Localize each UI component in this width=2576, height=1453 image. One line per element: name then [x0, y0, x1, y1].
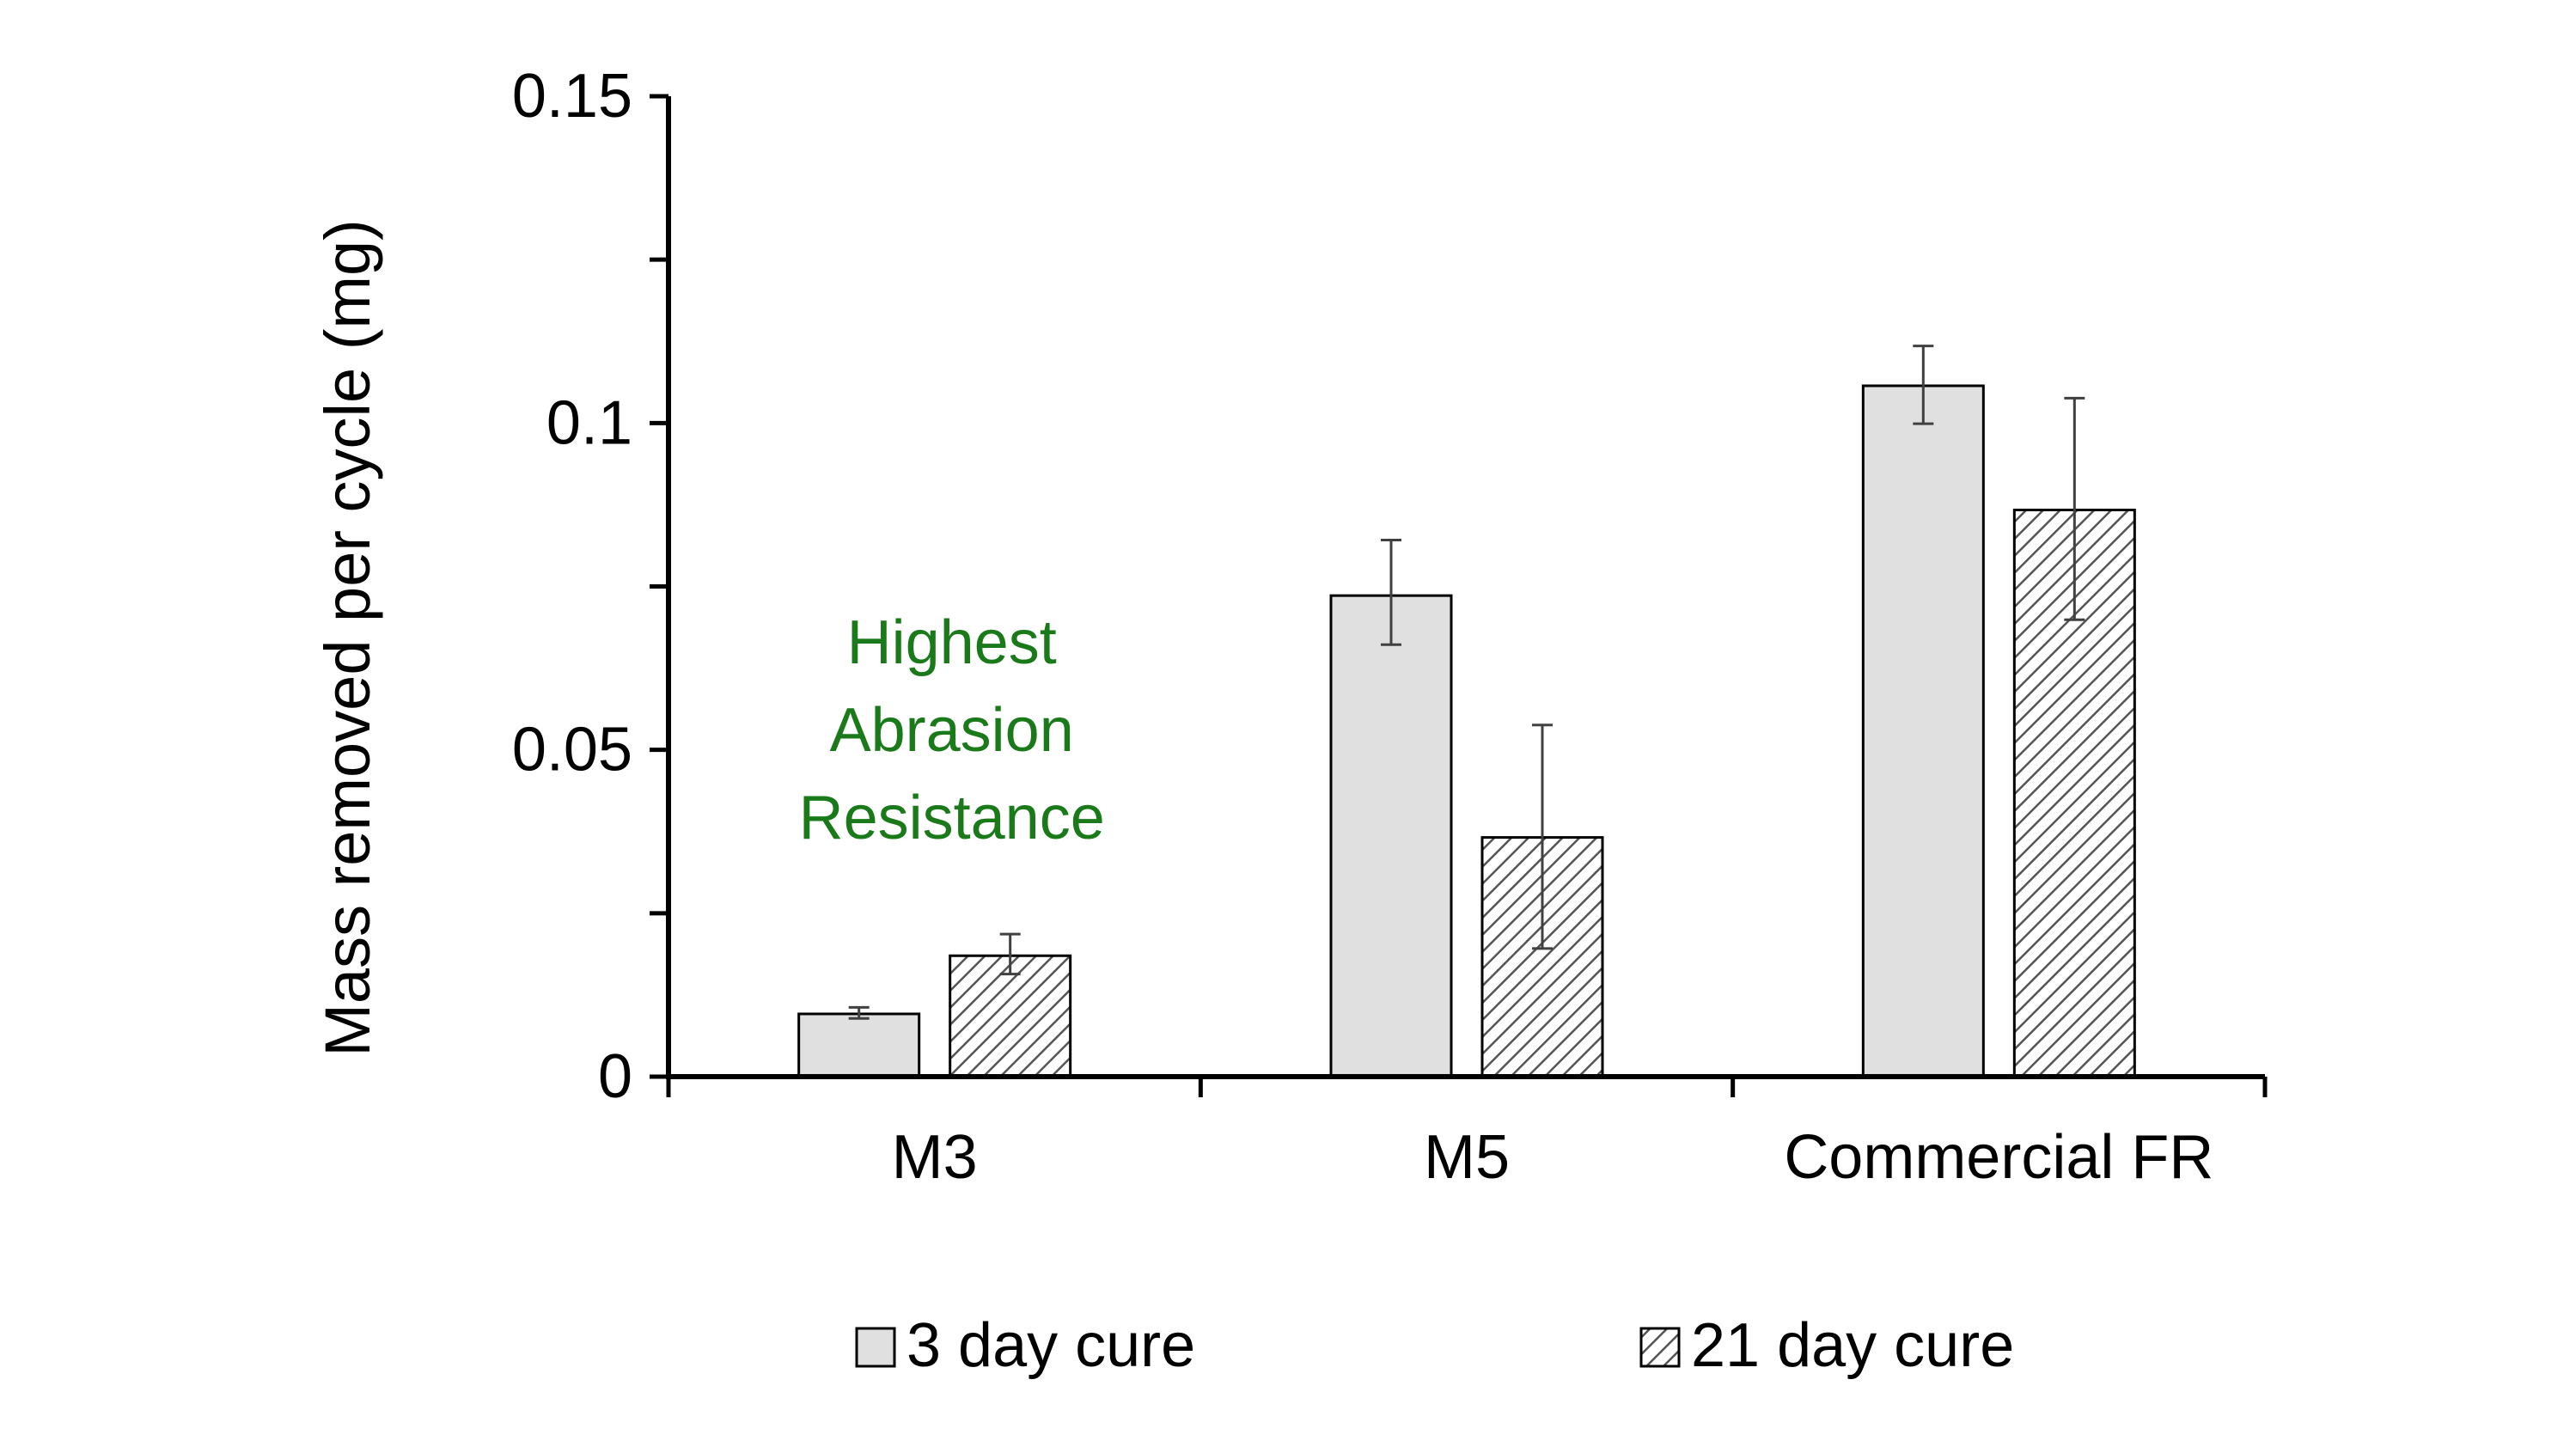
x-tick-label: M3 — [892, 1123, 978, 1192]
bar-m3-series-2 — [949, 954, 1072, 1078]
legend-label-1: 3 day cure — [906, 1311, 1195, 1380]
axes-layer — [650, 94, 2268, 1097]
text-layer: 0 0.05 0.1 0.15 M3 M5 Commercial FR Mass remove… — [312, 62, 2213, 1192]
legend-swatch-1 — [855, 1327, 896, 1368]
legend: 3 day cure 21 day cure — [855, 1311, 2014, 1380]
x-tick-label: Commercial FR — [1784, 1123, 2213, 1192]
legend-label-2: 21 day cure — [1691, 1311, 2014, 1380]
annotation-line: Highest — [847, 608, 1057, 677]
annotation-line: Resistance — [799, 784, 1105, 852]
y-axis-label: Mass removed per cycle (mg) — [312, 219, 383, 1057]
bar-m5-series-1 — [1329, 594, 1453, 1078]
x-tick-label: M5 — [1424, 1123, 1510, 1192]
bar-m3-series-1 — [797, 1012, 921, 1078]
annotation-line: Abrasion — [830, 696, 1074, 765]
error-bars-layer — [848, 345, 2085, 1020]
y-tick-label: 0.1 — [546, 388, 632, 457]
y-tick-label: 0.15 — [512, 62, 632, 131]
y-tick-label: 0.05 — [512, 716, 632, 784]
y-tick-label: 0 — [598, 1042, 632, 1111]
bar-commercial-fr-series-1 — [1861, 384, 1985, 1078]
legend-swatch-2 — [1639, 1327, 1681, 1368]
